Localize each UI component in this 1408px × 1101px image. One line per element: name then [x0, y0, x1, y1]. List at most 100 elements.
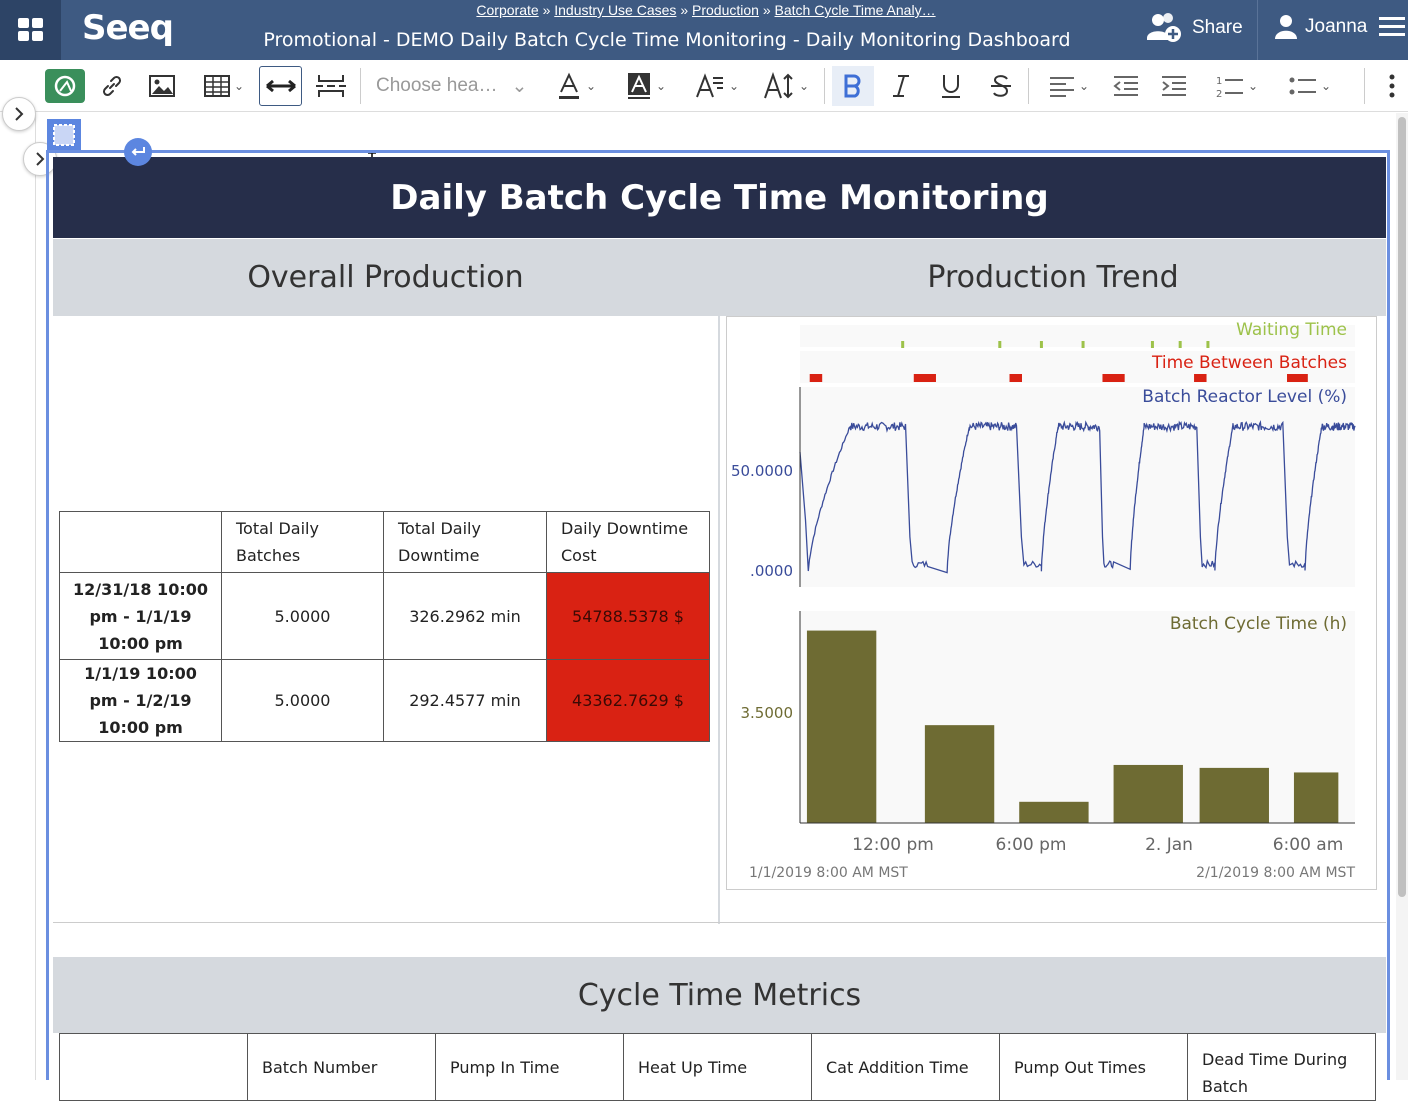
seeq-content-icon — [44, 69, 85, 103]
table-row: 12/31/18 10:00 pm - 1/1/19 10:00 pm 5.00… — [59, 572, 710, 660]
underline-icon — [942, 75, 960, 98]
background-color-icon — [627, 73, 650, 99]
lane-label: Batch Cycle Time (h) — [1170, 614, 1347, 634]
waiting-time-mark — [1081, 341, 1085, 348]
batch-cycle-time-bar — [1019, 801, 1089, 823]
line-height-icon — [764, 72, 793, 99]
underline-button[interactable] — [934, 66, 968, 106]
dashboard-banner: Daily Batch Cycle Time Monitoring — [53, 157, 1386, 238]
vertical-scrollbar[interactable] — [1396, 113, 1408, 1080]
batch-cycle-time-bar — [806, 630, 877, 823]
row-label: 12/31/18 10:00 pm - 1/1/19 10:00 pm — [59, 572, 222, 660]
divider — [1257, 0, 1258, 60]
outdent-icon — [1113, 76, 1138, 96]
more-options-button[interactable] — [1380, 66, 1404, 106]
cycle-time-metrics-heading: Cycle Time Metrics — [53, 957, 1386, 1033]
chevron-down-icon: ⌄ — [1247, 79, 1259, 93]
chevron-down-icon: ⌄ — [655, 79, 667, 93]
table-header-cell: Daily Downtime Cost — [546, 511, 710, 573]
x-tick-label: 6:00 am — [1273, 835, 1344, 855]
main-menu-button[interactable] — [1379, 15, 1405, 44]
page-width-button[interactable] — [259, 66, 302, 106]
production-trend-heading: Production Trend — [720, 239, 1386, 316]
chevron-down-icon: ⌄ — [728, 79, 740, 93]
bold-button[interactable] — [832, 66, 874, 106]
grid-icon — [17, 18, 43, 41]
chevron-down-icon: ⌄ — [585, 79, 597, 93]
font-color-button[interactable]: ⌄ — [548, 66, 604, 106]
align-button[interactable]: ⌄ — [1040, 66, 1098, 106]
table-header-cell: Dead Time During Batch — [1187, 1033, 1376, 1101]
y-tick-label: 3.5000 — [741, 704, 794, 722]
breadcrumb: Corporate » Industry Use Cases » Product… — [476, 2, 936, 18]
heading-select[interactable]: Choose hea… ⌄ — [366, 70, 531, 102]
insert-link-button[interactable] — [96, 66, 128, 106]
chart-marks — [799, 341, 1356, 824]
breadcrumb-industry-use-cases[interactable]: Industry Use Cases — [554, 2, 677, 18]
user-menu[interactable]: Joanna — [1275, 14, 1367, 40]
insert-seeq-content-button[interactable] — [44, 66, 85, 106]
italic-button[interactable] — [884, 66, 918, 106]
time-between-batches-mark — [913, 374, 936, 382]
share-button[interactable]: Share — [1146, 12, 1243, 44]
document-body[interactable]: Daily Batch Cycle Time Monitoring Overal… — [46, 150, 1390, 1101]
numbered-list-button[interactable]: 1 2 ⌄ — [1206, 66, 1268, 106]
user-name: Joanna — [1305, 16, 1368, 37]
chevron-right-icon — [36, 152, 45, 166]
breadcrumb-corporate[interactable]: Corporate — [476, 2, 539, 18]
lane-label: Time Between Batches — [1151, 353, 1347, 373]
line-height-button[interactable]: ⌄ — [756, 66, 816, 106]
batch-cycle-time-bar — [1199, 767, 1269, 823]
seeq-logo[interactable]: Seeq — [82, 8, 174, 48]
font-size-icon — [696, 73, 723, 98]
font-color-icon — [558, 72, 579, 99]
range-end-label: 2/1/2019 8:00 AM MST — [1196, 865, 1355, 881]
insert-table-button[interactable]: ⌄ — [196, 66, 252, 106]
total-batches-cell: 5.0000 — [221, 572, 384, 660]
time-between-batches-mark — [809, 374, 823, 382]
waiting-time-mark — [1039, 341, 1043, 348]
insert-image-button[interactable] — [146, 66, 178, 106]
return-icon — [131, 147, 145, 156]
table-header-cell: Total Daily Downtime — [383, 511, 547, 573]
indent-button[interactable] — [1158, 66, 1190, 106]
outdent-button[interactable] — [1110, 66, 1142, 106]
overall-production-heading: Overall Production — [53, 239, 718, 316]
insert-paragraph-button[interactable] — [124, 138, 152, 166]
strikethrough-icon — [991, 75, 1011, 97]
apps-menu-button[interactable] — [0, 0, 61, 60]
font-size-button[interactable]: ⌄ — [688, 66, 746, 106]
bullet-list-button[interactable]: ⌄ — [1280, 66, 1340, 106]
page-break-button[interactable] — [313, 66, 349, 106]
background-color-button[interactable]: ⌄ — [618, 66, 674, 106]
table-header-cell — [59, 511, 222, 573]
production-trend-chart[interactable]: Waiting Time Time Between Batches Batch Re… — [726, 316, 1377, 890]
production-table: Total Daily Batches Total Daily Downtime… — [59, 511, 710, 742]
strikethrough-button[interactable] — [984, 66, 1018, 106]
total-downtime-cell: 292.4577 min — [383, 659, 547, 742]
waiting-time-mark — [1206, 341, 1210, 348]
expand-sidebar-button[interactable] — [2, 97, 36, 131]
scroll-thumb[interactable] — [1398, 117, 1406, 897]
image-icon — [149, 75, 175, 97]
chevron-down-icon: ⌄ — [233, 79, 245, 93]
select-block-handle[interactable] — [47, 119, 81, 151]
select-all-icon — [53, 124, 75, 146]
waiting-time-mark — [1150, 341, 1154, 348]
batch-cycle-time-bar — [1113, 764, 1183, 823]
downtime-cost-cell: 43362.7629 $ — [546, 659, 710, 742]
breadcrumb-production[interactable]: Production — [692, 2, 759, 18]
divider — [718, 239, 720, 924]
lane-background — [800, 611, 1355, 823]
table-header-cell: Pump In Time — [435, 1033, 624, 1101]
numbered-list-icon: 1 2 — [1216, 76, 1243, 98]
breadcrumb-batch-cycle-time[interactable]: Batch Cycle Time Analy… — [774, 2, 936, 18]
lane-label: Waiting Time — [1236, 320, 1347, 340]
svg-text:2: 2 — [1216, 89, 1222, 98]
chevron-down-icon: ⌄ — [1320, 79, 1332, 93]
trend-chart-svg: Waiting Time Time Between Batches Batch Re… — [731, 320, 1356, 881]
link-icon — [102, 75, 122, 97]
divider — [824, 68, 825, 104]
row-label: 1/1/19 10:00 pm - 1/2/19 10:00 pm — [59, 659, 222, 742]
x-tick-label: 2. Jan — [1145, 835, 1193, 855]
